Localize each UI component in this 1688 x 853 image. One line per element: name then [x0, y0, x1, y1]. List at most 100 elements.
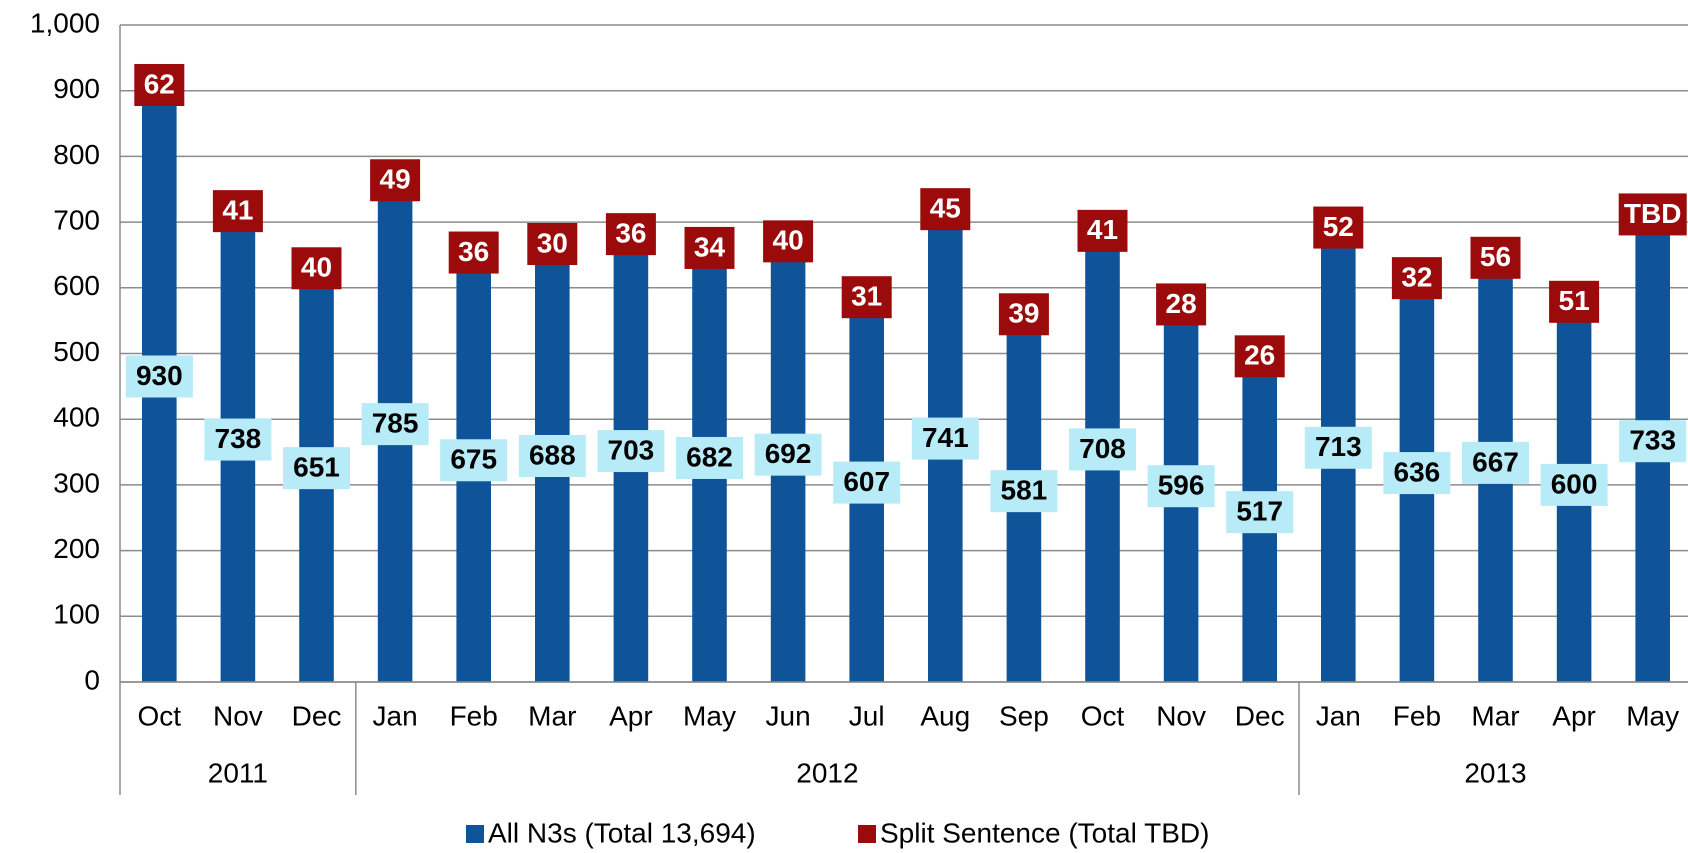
x-tick-label: Dec: [292, 700, 342, 731]
split-sentence-label: 62: [144, 68, 175, 99]
x-tick-label: Jul: [849, 700, 885, 731]
y-tick-label: 900: [53, 73, 100, 104]
value-label-box: [1147, 465, 1215, 508]
value-label: 703: [608, 434, 655, 465]
split-sentence-label: 30: [537, 227, 568, 258]
split-sentence-label: 32: [1401, 262, 1432, 293]
value-label: 708: [1079, 433, 1126, 464]
split-sentence-label: 39: [1008, 298, 1039, 329]
split-sentence-label: 40: [773, 225, 804, 256]
y-tick-label: 600: [53, 270, 100, 301]
split-sentence-box: [527, 222, 578, 265]
y-tick-label: 500: [53, 336, 100, 367]
split-sentence-box: [920, 188, 971, 231]
value-label: 581: [1001, 475, 1048, 506]
split-sentence-label: 34: [694, 231, 726, 262]
x-tick-label: Oct: [1081, 700, 1125, 731]
value-label: 738: [215, 423, 262, 454]
x-tick-label: Apr: [1552, 700, 1596, 731]
value-label-box: [833, 461, 901, 504]
value-label: 651: [293, 452, 340, 483]
value-label: 713: [1315, 431, 1362, 462]
x-tick-label: May: [1626, 700, 1679, 731]
split-sentence-label: 56: [1480, 241, 1511, 272]
value-label-box: [518, 434, 586, 477]
value-label: 667: [1472, 446, 1519, 477]
year-label: 2013: [1464, 757, 1526, 788]
y-tick-label: 0: [84, 664, 100, 695]
split-sentence-box: [134, 63, 185, 106]
value-label: 688: [529, 439, 576, 470]
value-label: 930: [136, 360, 183, 391]
split-sentence-label: 49: [380, 164, 411, 195]
value-label-box: [283, 447, 350, 490]
legend-label: All N3s (Total 13,694): [488, 817, 756, 848]
value-label: 600: [1551, 468, 1598, 499]
x-tick-label: Oct: [138, 700, 182, 731]
split-sentence-box: [998, 293, 1049, 336]
y-tick-label: 800: [53, 139, 100, 170]
y-tick-label: 200: [53, 533, 100, 564]
split-sentence-box: [212, 190, 263, 233]
value-label: 517: [1236, 496, 1283, 527]
x-tick-label: Jan: [1316, 700, 1361, 731]
split-sentence-box: [684, 226, 735, 269]
split-sentence-box: [1549, 280, 1600, 323]
value-label-box: [1540, 463, 1608, 506]
x-tick-label: Sep: [999, 700, 1049, 731]
split-sentence-box: [1470, 236, 1521, 279]
legend-label: Split Sentence (Total TBD): [880, 817, 1209, 848]
split-sentence-box: [605, 213, 656, 256]
split-sentence-box: [1618, 193, 1687, 236]
value-label-box: [911, 417, 979, 460]
split-sentence-label: 28: [1166, 288, 1197, 319]
value-label: 785: [372, 408, 419, 439]
legend-swatch: [858, 825, 876, 843]
value-label-box: [1304, 426, 1372, 469]
split-sentence-label: 36: [458, 236, 489, 267]
y-tick-label: 1,000: [30, 7, 100, 38]
split-sentence-box: [763, 220, 814, 263]
x-tick-label: Feb: [450, 700, 498, 731]
split-sentence-label: 52: [1323, 211, 1354, 242]
value-label: 607: [843, 466, 890, 497]
split-sentence-box: [448, 231, 499, 274]
split-sentence-box: [291, 247, 342, 290]
split-sentence-label: 45: [930, 193, 961, 224]
x-tick-label: Dec: [1235, 700, 1285, 731]
split-sentence-label: 31: [851, 281, 882, 312]
split-sentence-box: [1156, 283, 1207, 326]
value-label: 596: [1158, 470, 1205, 501]
split-sentence-label: TBD: [1624, 198, 1682, 229]
split-sentence-box: [370, 159, 421, 202]
x-tick-label: Apr: [609, 700, 653, 731]
x-tick-label: Jun: [766, 700, 811, 731]
year-label: 2012: [796, 757, 858, 788]
x-tick-label: Mar: [528, 700, 576, 731]
split-sentence-box: [1234, 335, 1285, 378]
x-tick-label: Aug: [920, 700, 970, 731]
split-sentence-label: 40: [301, 252, 332, 283]
value-label-box: [1069, 428, 1136, 471]
x-tick-label: Feb: [1393, 700, 1441, 731]
x-tick-label: May: [683, 700, 736, 731]
value-label-box: [440, 439, 508, 482]
value-label: 741: [922, 422, 969, 453]
split-sentence-label: 36: [615, 218, 646, 249]
split-sentence-label: 41: [1087, 214, 1118, 245]
x-tick-label: Mar: [1471, 700, 1519, 731]
value-label: 682: [686, 441, 733, 472]
y-tick-label: 100: [53, 599, 100, 630]
value-label-box: [990, 470, 1058, 513]
x-tick-label: Nov: [213, 700, 263, 731]
split-sentence-box: [1077, 209, 1128, 252]
value-label-box: [597, 430, 665, 473]
value-label-box: [1383, 452, 1451, 495]
value-label: 636: [1394, 456, 1441, 487]
value-label-box: [125, 355, 193, 398]
legend-swatch: [466, 825, 484, 843]
value-label: 733: [1629, 425, 1676, 456]
value-label-box: [1619, 420, 1687, 463]
split-sentence-label: 51: [1559, 285, 1590, 316]
